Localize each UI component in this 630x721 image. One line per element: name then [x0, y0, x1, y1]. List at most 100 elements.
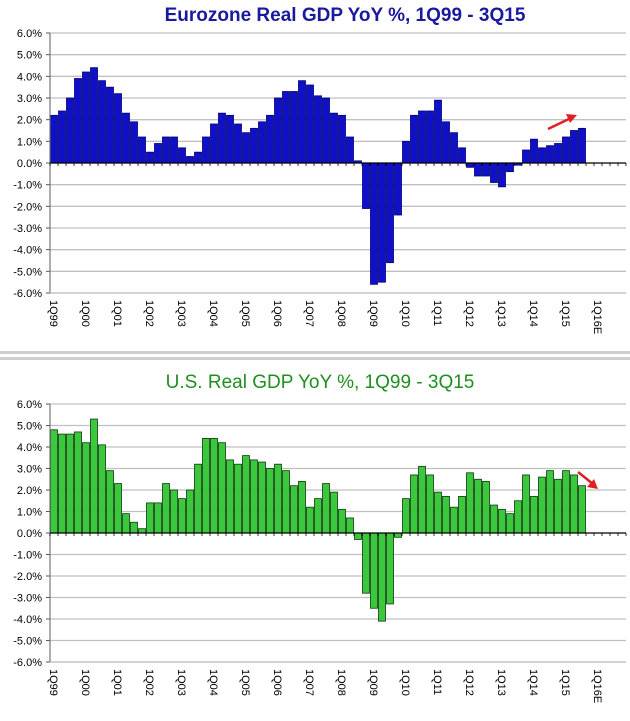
bar [330, 112, 338, 164]
bar [386, 532, 394, 605]
x-tick-label: 1Q10 [399, 300, 411, 327]
bar [178, 498, 186, 534]
x-tick-label: 1Q03 [175, 669, 187, 696]
x-tick-label: 1Q04 [207, 300, 219, 327]
y-tick-label: -5.0% [13, 636, 42, 648]
y-tick-label: 1.0% [17, 136, 42, 148]
bar [426, 474, 434, 534]
separator-band-top [0, 351, 630, 354]
y-tick-label: 1.0% [17, 507, 42, 519]
y-tick-label: 5.0% [17, 50, 42, 62]
x-tick-label: 1Q10 [399, 669, 411, 696]
x-tick-label: 1Q02 [143, 669, 155, 696]
bar [154, 502, 162, 534]
x-tick-label: 1Q04 [207, 669, 219, 696]
bar [218, 442, 226, 534]
bar [458, 147, 466, 164]
x-tick-label: 1Q14 [527, 300, 539, 327]
bar [442, 496, 450, 534]
bar [378, 162, 386, 283]
eurozone-axes [46, 32, 627, 294]
bar [394, 532, 402, 538]
x-tick-label: 1Q09 [367, 300, 379, 327]
bar [274, 97, 282, 164]
x-tick-label: 1Q06 [271, 669, 283, 696]
bar [506, 162, 514, 173]
bar [58, 110, 66, 164]
bar [578, 485, 586, 534]
x-tick-label: 1Q16E [591, 669, 603, 703]
x-tick-label: 1Q12 [463, 300, 475, 327]
bar [186, 489, 194, 534]
bar [370, 162, 378, 285]
bar [218, 112, 226, 164]
bar [362, 162, 370, 209]
y-tick-label: 4.0% [17, 71, 42, 83]
bar [266, 114, 274, 164]
bar [562, 136, 570, 164]
bar [538, 476, 546, 534]
x-tick-label: 1Q09 [367, 669, 379, 696]
bar [354, 532, 362, 540]
y-tick-label: -3.0% [13, 223, 42, 235]
us-trend-arrow-icon [577, 471, 598, 489]
bar [154, 143, 162, 164]
bar [434, 99, 442, 164]
bar [194, 463, 202, 534]
y-tick-label: -2.0% [13, 571, 42, 583]
eurozone-y-tick-labels: 6.0% 5.0% 4.0% 3.0% 2.0% 1.0% 0.0% -1.0% -2.0% -3… [13, 28, 42, 300]
bar [298, 480, 306, 534]
bar [338, 114, 346, 164]
bar [290, 485, 298, 534]
bar [482, 480, 490, 534]
bar [578, 127, 586, 164]
x-tick-label: 1Q00 [79, 300, 91, 327]
bar [402, 140, 410, 164]
bar [562, 470, 570, 534]
bar [170, 136, 178, 164]
bar [466, 472, 474, 534]
eurozone-chart: Eurozone Real GDP YoY %, 1Q99 - 3Q15 6.0… [13, 5, 627, 334]
bar [162, 136, 170, 164]
bar [82, 442, 90, 534]
bar [386, 162, 394, 264]
bar [346, 136, 354, 164]
x-tick-label: 1Q05 [239, 300, 251, 327]
bar [146, 502, 154, 534]
bar [466, 162, 474, 168]
bar [314, 95, 322, 164]
x-tick-label: 1Q14 [527, 669, 539, 696]
bar [242, 132, 250, 164]
x-tick-label: 1Q13 [495, 669, 507, 696]
y-tick-label: -1.0% [13, 180, 42, 192]
us-chart-title: U.S. Real GDP YoY %, 1Q99 - 3Q15 [166, 372, 475, 393]
bar [130, 121, 138, 164]
bar [186, 156, 194, 164]
bar [410, 474, 418, 534]
y-tick-label: 3.0% [17, 464, 42, 476]
y-tick-label: -4.0% [13, 245, 42, 257]
bar [82, 71, 90, 164]
x-tick-label: 1Q05 [239, 669, 251, 696]
bar [514, 500, 522, 534]
bar [162, 483, 170, 534]
bar [522, 149, 530, 164]
bar [410, 114, 418, 164]
y-tick-label: 4.0% [17, 442, 42, 454]
bar [554, 478, 562, 534]
us-y-tick-labels: 6.0% 5.0% 4.0% 3.0% 2.0% 1.0% 0.0% -1.0% -2.0% -3… [13, 399, 42, 669]
bar [418, 465, 426, 534]
x-tick-label: 1Q15 [559, 669, 571, 696]
bar [450, 506, 458, 534]
bar [378, 532, 386, 622]
bar [50, 429, 58, 534]
bar [394, 162, 402, 216]
bar [266, 468, 274, 534]
x-tick-label: 1Q07 [303, 669, 315, 696]
bar [402, 498, 410, 534]
bar [290, 91, 298, 164]
bar [474, 162, 482, 177]
y-tick-label: -1.0% [13, 550, 42, 562]
bar [210, 437, 218, 534]
x-tick-label: 1Q11 [431, 300, 443, 326]
